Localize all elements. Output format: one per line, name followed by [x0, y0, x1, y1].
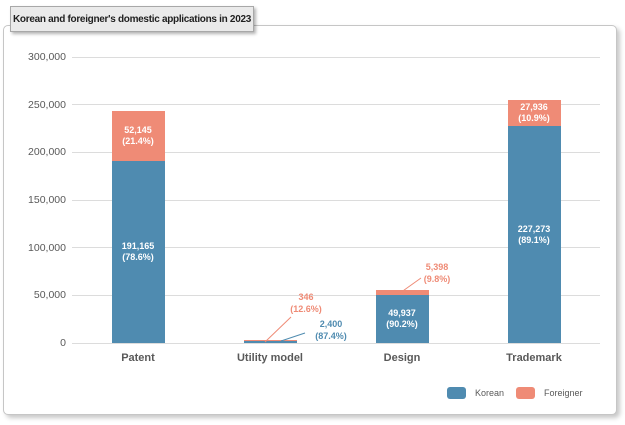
callout-label-foreigner-utility-model: 346 (12.6%) — [290, 292, 322, 314]
gridline — [72, 56, 600, 58]
gridline — [72, 342, 600, 344]
gridline — [72, 151, 600, 153]
bar-label-foreigner-patent: 52,145 (21.4%) — [122, 124, 154, 146]
legend-item-foreigner: Foreigner — [516, 387, 583, 399]
gridline — [72, 247, 600, 249]
x-axis-category-label-patent: Patent — [121, 352, 155, 364]
legend-label-korean: Korean — [475, 388, 505, 398]
x-axis-category-label-design: Design — [383, 352, 421, 364]
bar-label-foreigner-trademark: 27,936 (10.9%) — [518, 102, 550, 124]
legend-swatch-foreigner — [516, 387, 536, 399]
callout-label-foreigner-design: 5,398 (9.8%) — [423, 262, 451, 284]
y-axis-tick-label: 200,000 — [28, 146, 66, 159]
y-axis-tick-label: 0 — [60, 337, 66, 349]
gridline — [72, 294, 600, 296]
legend-item-korean: Korean — [447, 387, 504, 399]
legend-label-foreigner: Foreigner — [544, 388, 583, 398]
bar-segment-foreigner-design — [375, 290, 429, 296]
bar-segment-korean-trademark — [507, 126, 561, 343]
y-axis-tick-label: 150,000 — [28, 194, 66, 206]
bar-segment-foreigner-patent — [111, 111, 165, 161]
gridline — [72, 104, 600, 106]
bar-segment-korean-design — [375, 295, 429, 343]
bar-label-korean-patent: 191,165 (78.6%) — [121, 240, 155, 262]
chart-title: Korean and foreigner's domestic applicat… — [13, 13, 251, 25]
title-box: Korean and foreigner's domestic applicat… — [10, 6, 254, 32]
y-axis-tick-label: 100,000 — [28, 241, 66, 254]
gridline — [72, 199, 600, 201]
callout-label-korean-utility-model: 2,400 (87.4%) — [315, 319, 347, 341]
y-axis-tick-label: 250,000 — [28, 98, 66, 111]
y-axis-tick-label: 50,000 — [33, 289, 66, 302]
x-axis-category-label-utility-model: Utility model — [236, 352, 303, 364]
bar-segment-korean-patent — [111, 160, 165, 343]
legend: Korean Foreigner — [447, 387, 583, 399]
y-axis-tick-label: 300,000 — [28, 51, 66, 63]
x-axis-category-label-trademark: Trademark — [506, 352, 562, 364]
bar-label-korean-trademark: 227,273 (89.1%) — [517, 223, 551, 245]
bar-label-korean-design: 49,937 (90.2%) — [386, 308, 418, 330]
bar-segment-foreigner-trademark — [507, 99, 561, 127]
legend-swatch-korean — [447, 387, 466, 399]
